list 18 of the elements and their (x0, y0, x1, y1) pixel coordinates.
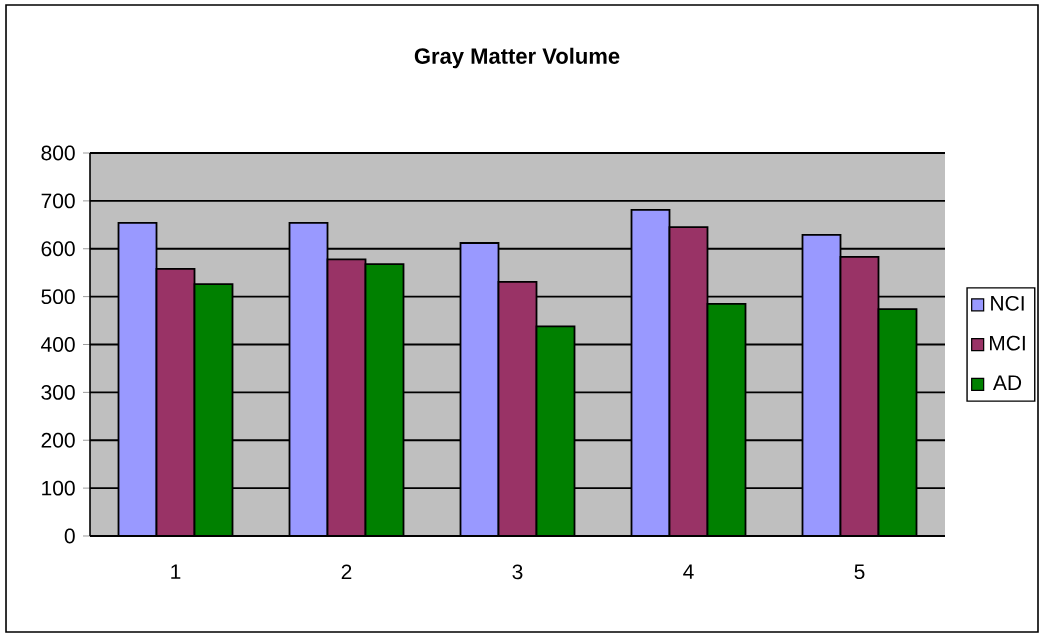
legend-label: MCI (989, 335, 1025, 351)
y-tick-label: 200 (41, 432, 75, 448)
y-tick-label: 400 (41, 337, 75, 352)
x-tick-label: 4 (683, 564, 694, 579)
x-tick-label: 2 (341, 564, 352, 580)
y-tick-label: 600 (41, 241, 75, 257)
x-tick-label: 1 (171, 564, 181, 579)
chart-title: Gray Matter Volume (414, 47, 620, 69)
legend-label: NCI (991, 295, 1024, 311)
y-tick-label: 100 (42, 480, 75, 496)
y-tick-label: 0 (64, 528, 75, 544)
y-tick-label: 800 (41, 145, 75, 161)
y-tick-label: 500 (41, 289, 75, 305)
x-tick-label: 3 (512, 564, 523, 580)
legend-label: AD (992, 375, 1022, 390)
y-tick-label: 300 (41, 384, 75, 400)
x-tick-label: 5 (854, 564, 865, 580)
y-tick-label: 700 (41, 193, 75, 209)
